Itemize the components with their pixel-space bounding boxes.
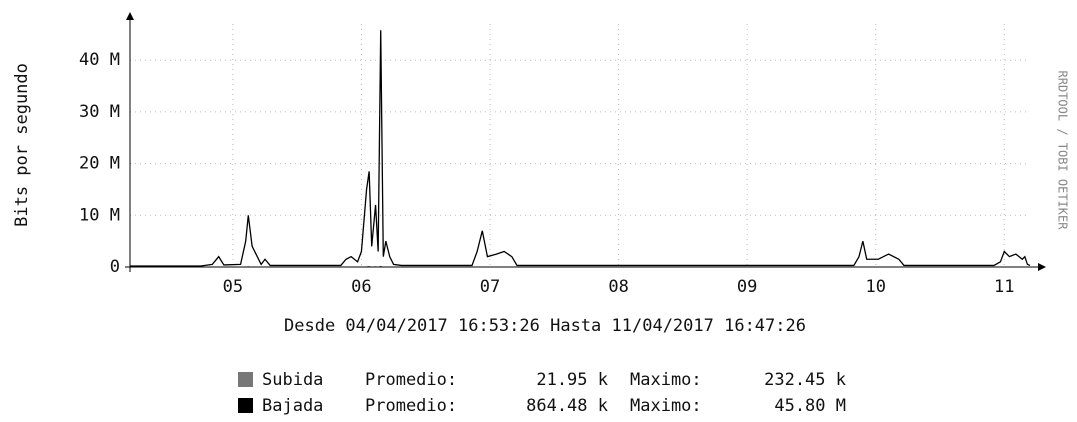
- x-tick-label: 09: [737, 277, 757, 297]
- legend-average: 864.48 k: [526, 396, 608, 416]
- x-axis-arrow: [1038, 263, 1046, 271]
- legend-swatch: [238, 372, 253, 387]
- legend-label: Subida: [262, 370, 323, 390]
- y-tick-label: 30 M: [79, 102, 120, 122]
- y-axis-label: Bits por segundo: [12, 63, 32, 227]
- legend-average-label: Promedio:: [365, 370, 457, 390]
- y-tick-label: 0: [110, 257, 120, 277]
- legend-label: Bajada: [262, 396, 323, 416]
- y-tick-label: 40 M: [79, 50, 120, 70]
- y-tick-label: 10 M: [79, 205, 120, 225]
- legend-maximum-label: Maximo:: [630, 396, 702, 416]
- x-tick-label: 05: [223, 277, 243, 297]
- y-axis-arrow: [126, 12, 134, 20]
- watermark: RRDTOOL / TOBI OETIKER: [1056, 71, 1070, 231]
- legend-swatch: [238, 398, 253, 413]
- legend-average: 21.95 k: [536, 370, 608, 390]
- x-tick-label: 08: [608, 277, 628, 297]
- legend-maximum-label: Maximo:: [630, 370, 702, 390]
- legend-average-label: Promedio:: [365, 396, 457, 416]
- x-tick-label: 06: [351, 277, 371, 297]
- x-tick-label: 10: [865, 277, 885, 297]
- footer: Desde 04/04/2017 16:53:26 Hasta 11/04/20…: [284, 316, 806, 336]
- y-tick-label: 20 M: [79, 154, 120, 174]
- x-tick-label: 11: [994, 277, 1014, 297]
- x-tick-label: 07: [480, 277, 500, 297]
- legend-maximum: 45.80 M: [774, 396, 846, 416]
- legend-maximum: 232.45 k: [764, 370, 846, 390]
- line: [130, 30, 1031, 267]
